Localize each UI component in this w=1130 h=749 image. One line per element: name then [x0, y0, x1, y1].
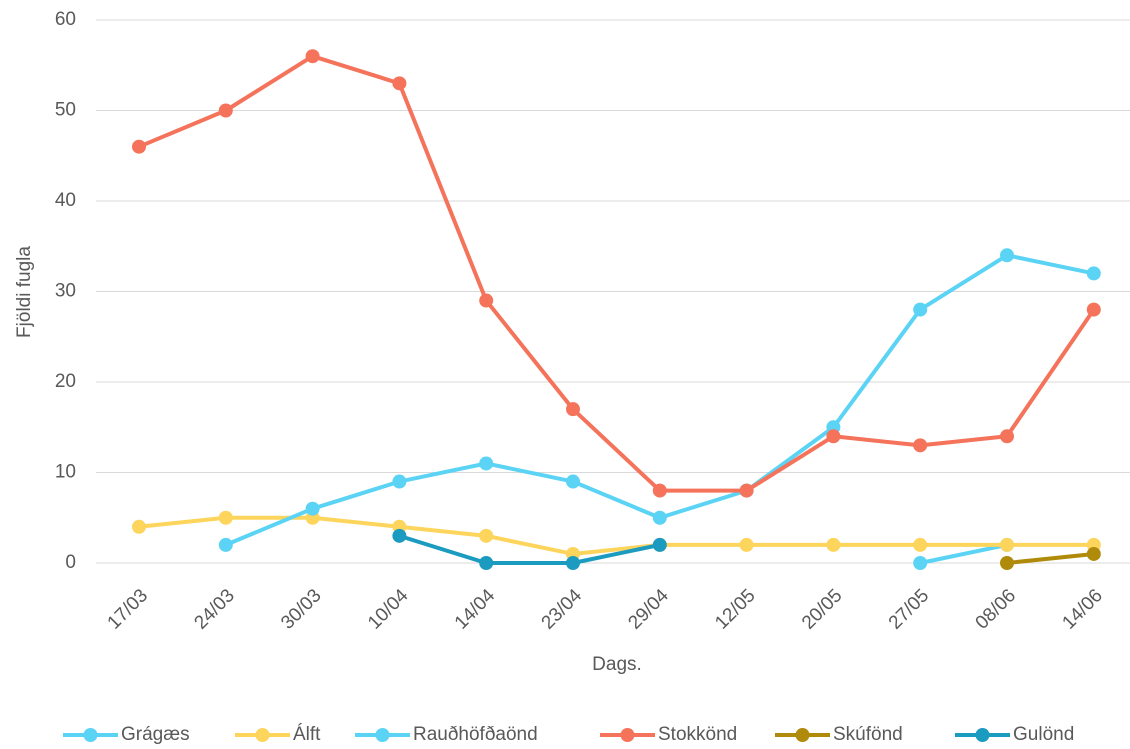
series-line [1006, 551, 1095, 565]
legend-marker [795, 728, 810, 742]
y-axis-label: Fjöldi fugla [14, 246, 35, 338]
data-point [1000, 429, 1014, 444]
data-point [392, 76, 407, 91]
data-point [1086, 546, 1101, 561]
data-point [132, 519, 146, 534]
data-point [652, 483, 667, 498]
data-point [218, 537, 233, 552]
legend-label: Gulönd [1013, 724, 1074, 745]
legend-marker [975, 728, 990, 742]
data-point [479, 456, 494, 471]
x-axis-label: Dags. [592, 654, 642, 675]
y-tick-label: 10 [55, 462, 76, 483]
data-point [913, 438, 928, 453]
x-tick-label: 27/05 [885, 585, 933, 633]
series-line [138, 515, 1094, 556]
data-point [305, 49, 320, 64]
data-point [479, 556, 494, 570]
data-point [913, 302, 928, 317]
x-tick-label: 30/03 [277, 585, 325, 633]
data-point [566, 474, 580, 489]
legend-label: Rauðhöfðaönd [413, 724, 538, 745]
x-tick-label: 14/04 [451, 585, 500, 634]
legend-label: Álft [293, 724, 321, 745]
data-point [132, 139, 146, 154]
x-tick-label: 29/04 [624, 585, 673, 634]
data-point [218, 103, 233, 118]
data-point [652, 537, 667, 552]
x-tick-label: 17/03 [104, 585, 152, 633]
data-point [566, 402, 580, 417]
data-point [826, 537, 841, 552]
y-tick-label: 0 [65, 552, 76, 573]
data-point [913, 537, 928, 552]
y-tick-label: 40 [55, 190, 76, 211]
y-tick-label: 30 [55, 281, 76, 302]
legend-label: Skúfönd [833, 724, 903, 745]
x-tick-label: 20/05 [798, 585, 846, 633]
x-tick-label: 08/06 [972, 585, 1020, 633]
legend-marker [375, 728, 390, 742]
data-point [826, 429, 841, 444]
y-tick-label: 60 [55, 9, 76, 30]
data-point [913, 556, 928, 570]
data-point [392, 474, 407, 489]
data-point [392, 528, 407, 543]
y-tick-label: 20 [55, 371, 76, 392]
series-line [919, 542, 1008, 565]
legend-marker [83, 728, 98, 742]
data-point [739, 537, 754, 552]
series-line [138, 54, 1096, 493]
x-tick-label: 10/04 [364, 585, 413, 634]
x-tick-label: 24/03 [190, 585, 238, 633]
data-point [739, 483, 754, 498]
data-point [652, 510, 667, 525]
legend-marker [255, 728, 270, 742]
data-point [1000, 248, 1014, 263]
x-tick-label: 12/05 [711, 585, 759, 633]
data-point [305, 501, 320, 516]
y-tick-label: 50 [55, 100, 76, 121]
legend-label: Stokkönd [658, 724, 737, 745]
data-point [1000, 537, 1014, 552]
data-point [218, 510, 233, 525]
data-point [1000, 556, 1014, 570]
data-point [1086, 266, 1101, 281]
series-line [225, 253, 1095, 547]
data-point [479, 293, 494, 308]
x-tick-label: 14/06 [1058, 585, 1106, 633]
x-tick-label: 23/04 [538, 585, 587, 634]
series-line [398, 533, 661, 565]
data-point [479, 528, 494, 543]
data-point [566, 556, 580, 570]
legend-label: Grágæs [121, 724, 190, 745]
data-point [1086, 302, 1101, 317]
legend-marker [620, 728, 635, 742]
